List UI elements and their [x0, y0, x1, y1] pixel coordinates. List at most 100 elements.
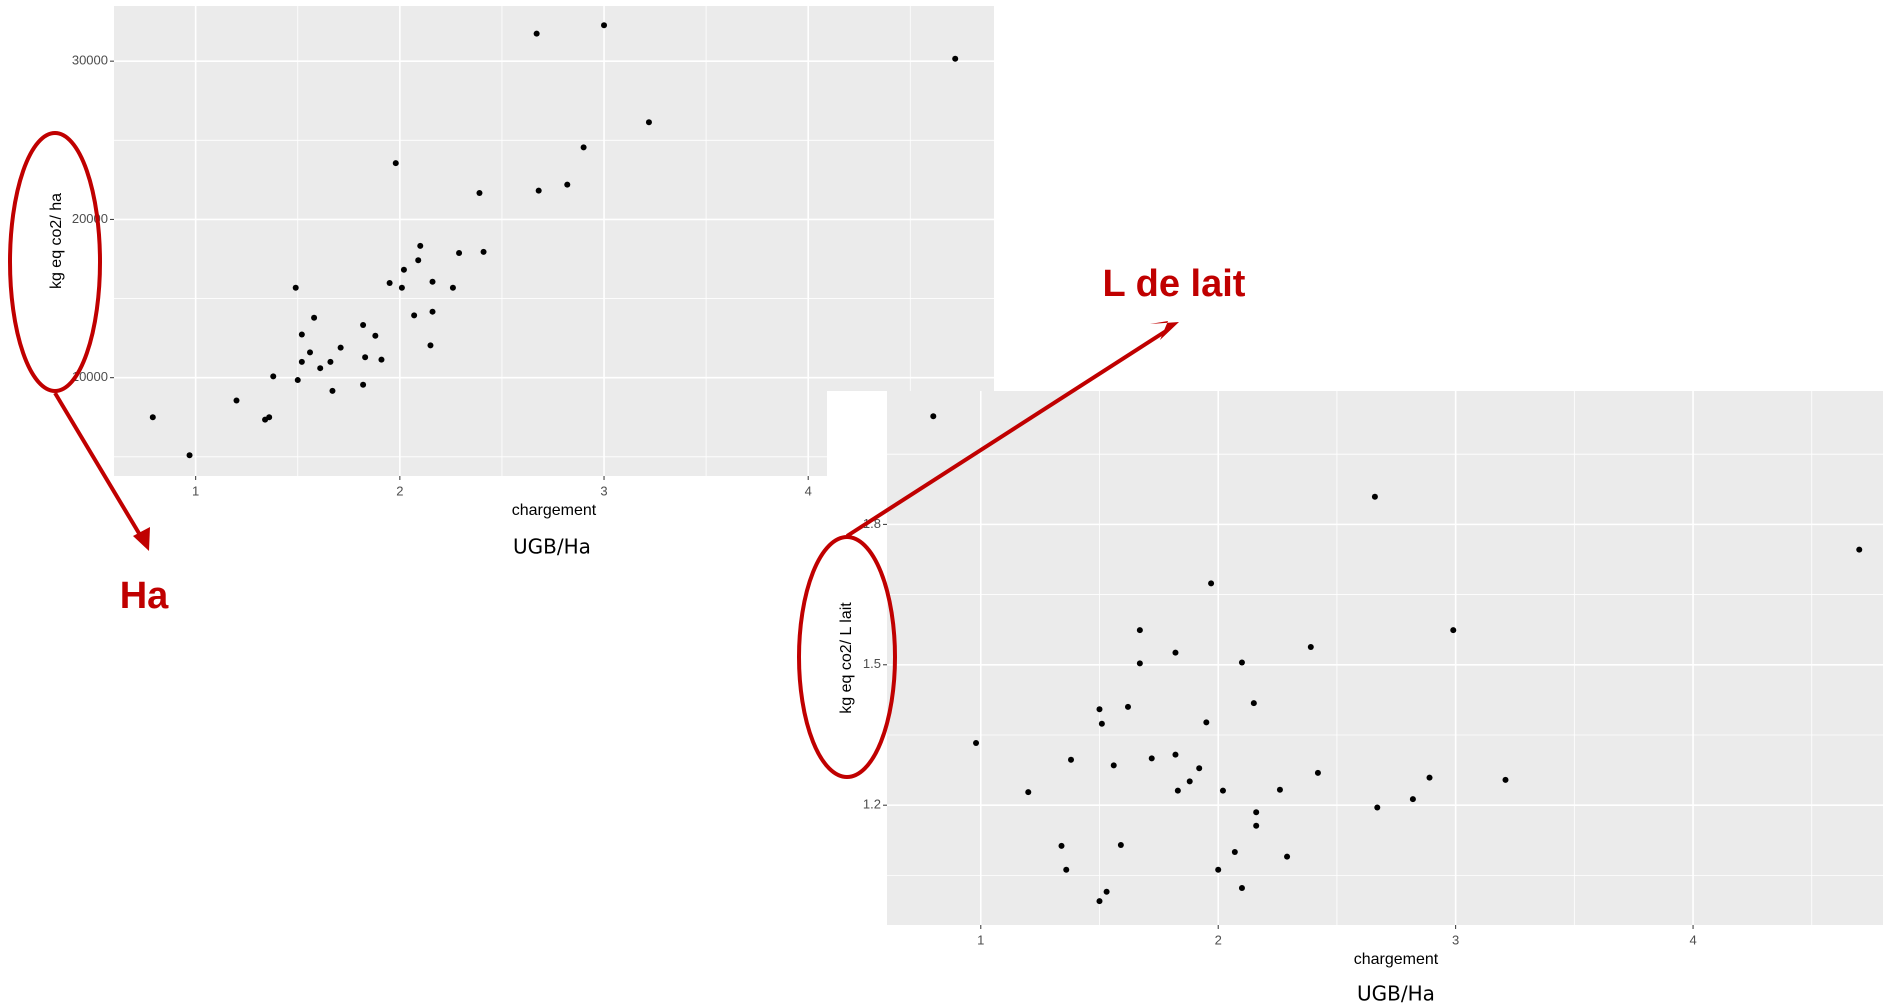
point: [429, 308, 436, 315]
point: [266, 414, 273, 421]
x-tick-label: 2: [396, 483, 403, 498]
point: [1136, 660, 1143, 667]
point: [1314, 769, 1321, 776]
charts: 1 2 3 4 10000 20000 30000 chargement UGB/Ha kg eq…: [48, 6, 1883, 1008]
point: [294, 377, 301, 384]
point: [1196, 765, 1203, 772]
x-tick-label: 2: [1215, 932, 1222, 947]
y-tick-label: 1.2: [863, 797, 881, 812]
point: [311, 314, 318, 321]
point: [1215, 866, 1222, 873]
point: [1172, 649, 1179, 656]
point: [1253, 822, 1260, 829]
point: [535, 187, 542, 194]
y-axis-title: kg eq co2/ ha: [48, 193, 65, 289]
x-tick-label: 1: [192, 483, 199, 498]
point: [1276, 786, 1283, 793]
point: [392, 160, 399, 167]
point: [1426, 774, 1433, 781]
point: [398, 284, 405, 291]
point: [1186, 778, 1193, 785]
y-tick-label: 1.5: [863, 656, 881, 671]
point: [329, 387, 336, 394]
point: [973, 739, 980, 746]
point: [449, 284, 456, 291]
y-tick-label: 1.8: [863, 516, 881, 531]
point: [1231, 848, 1238, 855]
point: [952, 55, 959, 62]
point: [1063, 866, 1070, 873]
point: [298, 358, 305, 365]
point: [456, 249, 463, 256]
point: [1096, 706, 1103, 713]
x-tick-label: 1: [977, 932, 984, 947]
point: [429, 278, 436, 285]
y-tick-label: 10000: [72, 369, 108, 384]
point: [601, 22, 608, 29]
point: [292, 284, 299, 291]
point: [1219, 787, 1226, 794]
point: [270, 373, 277, 380]
point: [1172, 751, 1179, 758]
x-axis-title: chargement: [512, 502, 597, 519]
x-tick-label: 4: [1689, 932, 1696, 947]
x-unit-label: UGB/Ha: [1357, 982, 1435, 1006]
x-tick-label: 4: [805, 483, 812, 498]
point: [1174, 787, 1181, 794]
point: [1450, 627, 1457, 634]
point: [233, 397, 240, 404]
arrow: [845, 329, 1168, 538]
point: [1307, 644, 1314, 651]
plot-panel: [887, 391, 1883, 925]
x-tick-label: 3: [1452, 932, 1459, 947]
arrow: [53, 391, 145, 542]
chart: 1 2 3 4 10000 20000 30000 chargement UGB/Ha kg eq…: [48, 6, 994, 559]
point: [1253, 809, 1260, 816]
point: [930, 413, 937, 420]
annotation: Ha: [120, 575, 169, 617]
point: [1110, 762, 1117, 769]
point: [1856, 546, 1863, 553]
point: [1371, 493, 1378, 500]
point: [1148, 755, 1155, 762]
point: [400, 266, 407, 273]
point: [415, 257, 422, 264]
point: [186, 452, 193, 459]
point: [360, 381, 367, 388]
annotations: Ha L de lait: [8, 131, 1246, 779]
point: [149, 414, 156, 421]
point: [307, 349, 314, 356]
point: [317, 365, 324, 372]
point: [1068, 756, 1075, 763]
point: [564, 181, 571, 188]
point: [480, 248, 487, 255]
point: [1025, 789, 1032, 796]
point: [1374, 804, 1381, 811]
annotation: L de lait: [1103, 263, 1246, 305]
point: [1117, 841, 1124, 848]
point: [1098, 720, 1105, 727]
point: [360, 321, 367, 328]
point: [427, 342, 434, 349]
point: [362, 354, 369, 361]
y-tick-label: 30000: [72, 53, 108, 68]
point: [337, 344, 344, 351]
y-tick-label: 20000: [72, 211, 108, 226]
x-tick-label: 3: [600, 483, 607, 498]
x-axis-title: chargement: [1354, 951, 1439, 968]
point: [386, 280, 393, 287]
point: [1208, 580, 1215, 587]
chart: 1 2 3 4 1.2 1.5 1.8 chargement UGB/Ha kg eq co2/ …: [827, 391, 1883, 1008]
point: [1250, 700, 1257, 707]
arrow-head: [1150, 321, 1179, 340]
point: [1238, 659, 1245, 666]
point: [1103, 888, 1110, 895]
point: [1502, 776, 1509, 783]
y-axis-title: kg eq co2/ L lait: [838, 602, 855, 714]
arrow-head: [133, 527, 150, 551]
point: [1238, 885, 1245, 892]
point: [1409, 796, 1416, 803]
point: [411, 312, 418, 319]
highlight-ellipse: [797, 535, 897, 779]
